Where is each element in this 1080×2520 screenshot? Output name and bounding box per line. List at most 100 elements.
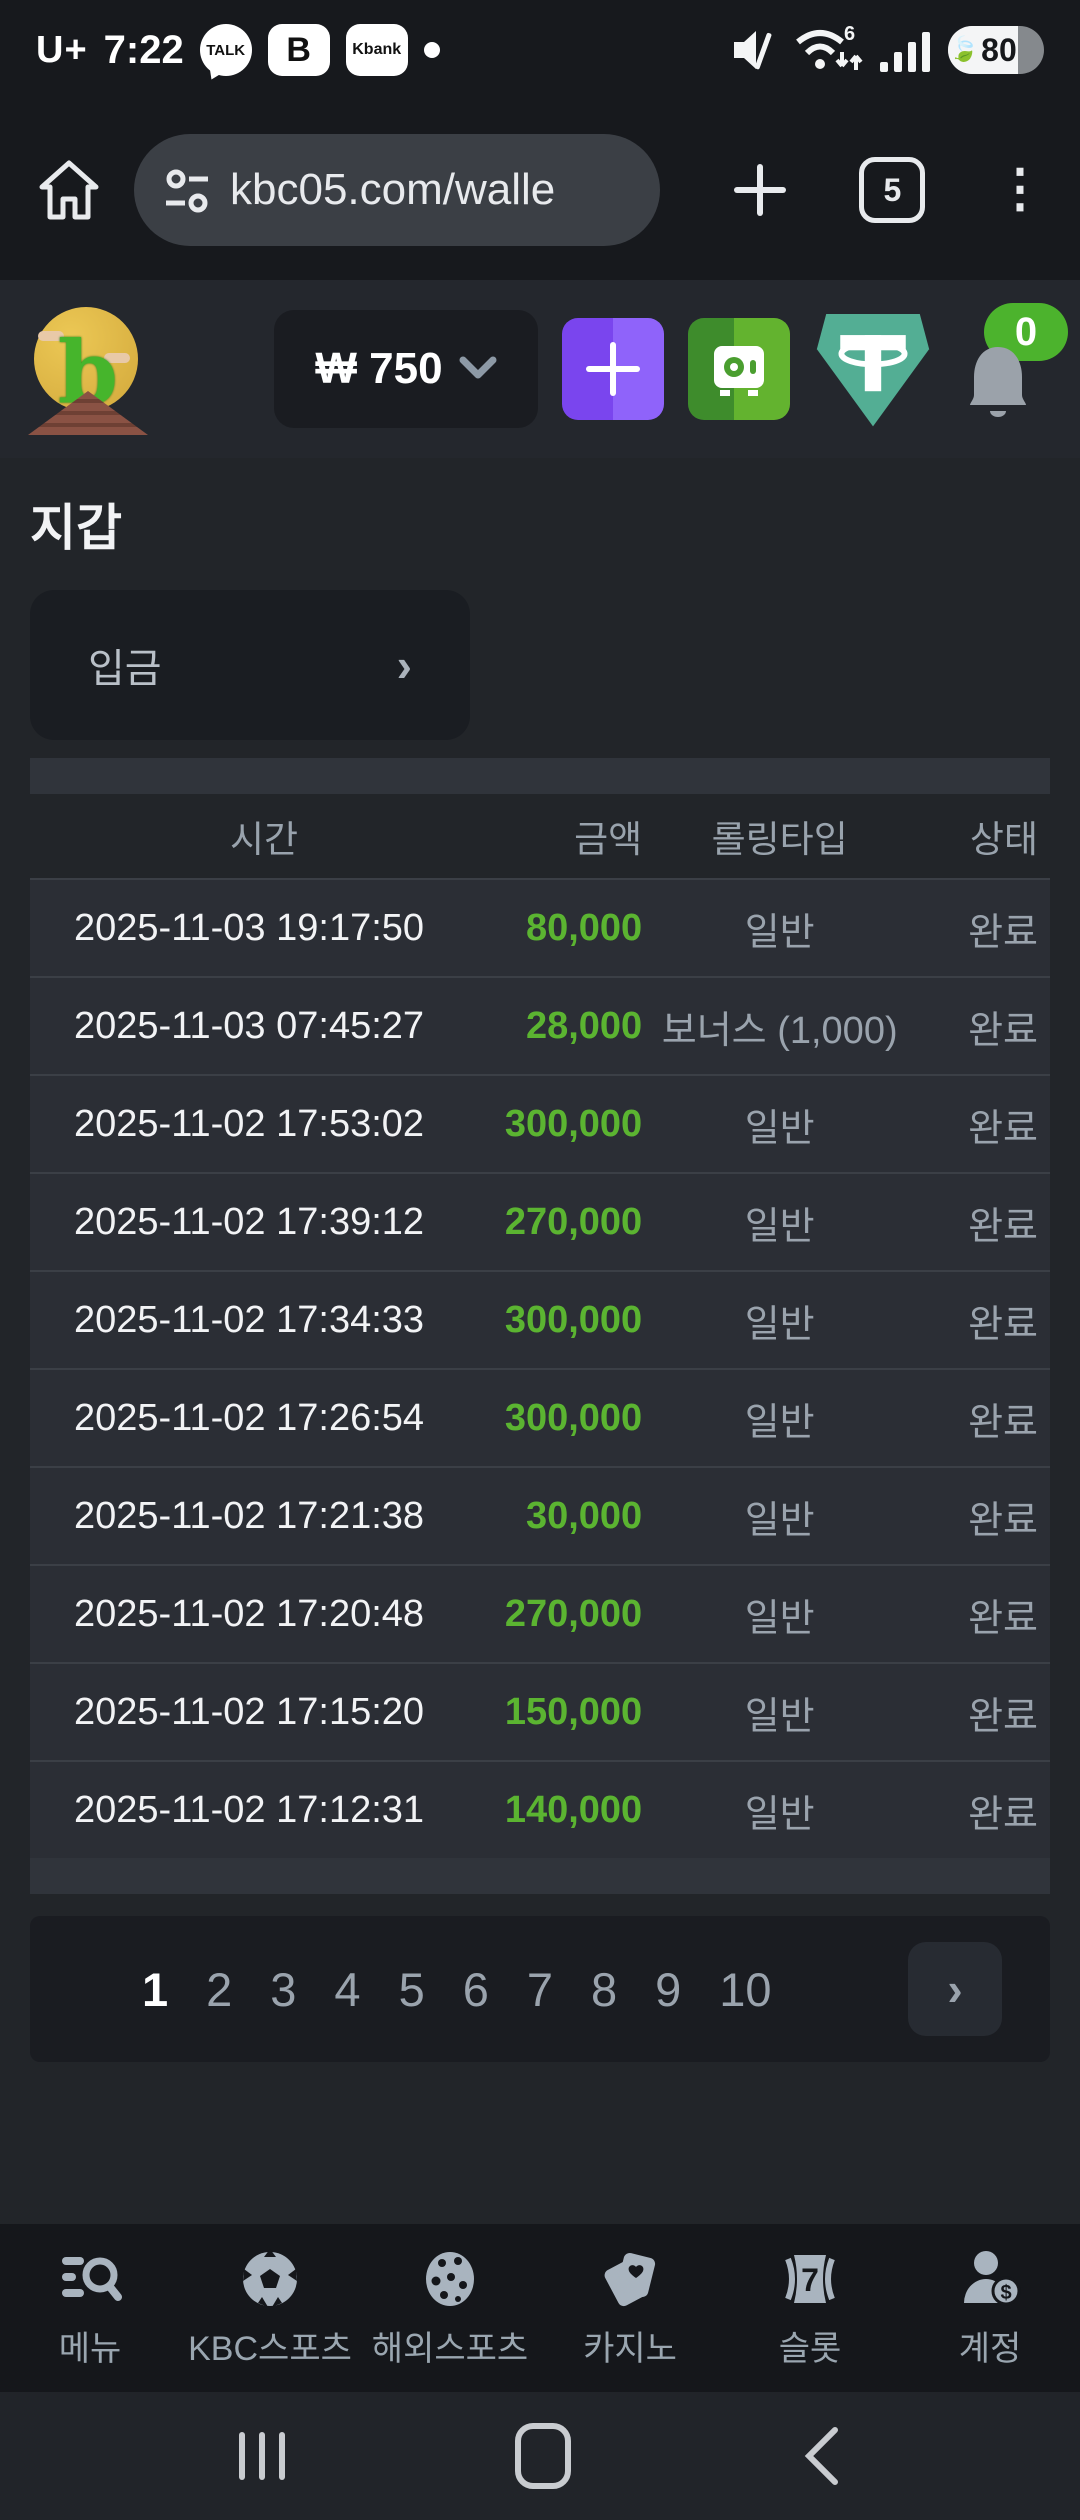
new-tab-button[interactable] (729, 159, 791, 221)
deposit-plus-button[interactable] (562, 318, 664, 420)
page-number-9[interactable]: 9 (655, 1962, 682, 2016)
cell-amount: 300,000 (504, 1298, 643, 1341)
page-number-3[interactable]: 3 (270, 1962, 297, 2016)
notification-dot-icon (423, 42, 440, 58)
page-number-4[interactable]: 4 (334, 1962, 361, 2016)
cell-status: 완료 (968, 1401, 1038, 1444)
page-number-6[interactable]: 6 (462, 1962, 489, 2016)
table-row[interactable]: 2025-11-03 07:45:27 28,000 보너스 (1,000) 완… (30, 976, 1050, 1074)
bell-icon (970, 347, 1026, 417)
cell-rolling: 일반 (744, 1695, 815, 1738)
browser-menu-button[interactable]: ⋮ (994, 160, 1047, 219)
cell-rolling: 일반 (744, 1401, 815, 1444)
svg-text:6: 6 (844, 23, 855, 45)
cell-status: 완료 (968, 1205, 1038, 1248)
nav-item-menu[interactable]: 메뉴 (0, 2247, 180, 2370)
cell-rolling: 일반 (744, 1205, 815, 1248)
table-row[interactable]: 2025-11-02 17:53:02 300,000 일반 완료 (30, 1074, 1050, 1172)
ball-icon (426, 2251, 474, 2306)
balance-amount: ₩ 750 (315, 344, 443, 393)
nav-label: 해외스포츠 (371, 2329, 529, 2368)
cell-amount: 300,000 (504, 1102, 643, 1145)
cell-status: 완료 (968, 1695, 1038, 1738)
table-row[interactable]: 2025-11-02 17:21:38 30,000 일반 완료 (30, 1466, 1050, 1564)
browser-toolbar: kbc05.com/walle 5 ⋮ (0, 100, 1080, 280)
nav-item-overseas-sports[interactable]: 해외스포츠 (360, 2247, 540, 2370)
app-header: b ₩ 750 0 (0, 280, 1080, 458)
android-home-button[interactable] (515, 2423, 571, 2489)
nav-item-slots[interactable]: 7 슬롯 (720, 2247, 900, 2370)
nav-label: 계정 (958, 2329, 1022, 2368)
url-text: kbc05.com/walle (230, 165, 556, 214)
notifications-button[interactable]: 0 (956, 303, 1068, 435)
deposit-label: 입금 (88, 647, 162, 691)
page-number-7[interactable]: 7 (526, 1962, 553, 2016)
page-number-2[interactable]: 2 (206, 1962, 233, 2016)
table-row[interactable]: 2025-11-02 17:39:12 270,000 일반 완료 (30, 1172, 1050, 1270)
page-number-1[interactable]: 1 (142, 1962, 169, 2016)
nav-item-casino[interactable]: 카지노 (540, 2247, 720, 2370)
status-bar: U+ 7:22 TALK B Kbank 6 🍃 80 (0, 0, 1080, 100)
site-settings-icon[interactable] (162, 165, 212, 215)
cell-amount: 30,000 (525, 1494, 643, 1537)
url-bar[interactable]: kbc05.com/walle (134, 134, 660, 246)
svg-text:$: $ (1000, 2282, 1011, 2304)
cell-amount: 300,000 (504, 1396, 643, 1439)
table-row[interactable]: 2025-11-03 19:17:50 80,000 일반 완료 (30, 878, 1050, 976)
nav-item-account[interactable]: $ 계정 (900, 2247, 1080, 2370)
top-block: U+ 7:22 TALK B Kbank 6 🍃 80 (0, 0, 1080, 280)
power-saving-leaf-icon: 🍃 (949, 36, 980, 63)
header-status: 상태 (969, 819, 1038, 860)
cell-amount: 80,000 (525, 906, 643, 949)
tether-button[interactable] (814, 307, 932, 431)
svg-text:7: 7 (801, 2262, 819, 2298)
bottom-navigation: 메뉴 KBC스포츠 해외스포츠 카지노 7 슬롯 $ 계정 (0, 2224, 1080, 2392)
cell-time: 2025-11-03 07:45:27 (74, 1004, 425, 1047)
cell-time: 2025-11-02 17:20:48 (74, 1592, 425, 1635)
recent-apps-button[interactable] (239, 2432, 285, 2480)
notification-count-badge: 0 (984, 303, 1068, 361)
table-body: 2025-11-03 19:17:50 80,000 일반 완료 2025-11… (30, 878, 1050, 1858)
table-row[interactable]: 2025-11-02 17:20:48 270,000 일반 완료 (30, 1564, 1050, 1662)
page-number-5[interactable]: 5 (398, 1962, 425, 2016)
cell-time: 2025-11-03 19:17:50 (74, 906, 425, 949)
nav-item-kbc-sports[interactable]: KBC스포츠 (180, 2247, 360, 2370)
table-row[interactable]: 2025-11-02 17:26:54 300,000 일반 완료 (30, 1368, 1050, 1466)
cards-icon (604, 2252, 656, 2306)
nav-label: 카지노 (583, 2329, 677, 2368)
page-number-8[interactable]: 8 (590, 1962, 618, 2016)
wallet-page: 지갑 입금 › 시간 금액 롤링타입 상태 2025-11-03 19:17:5… (0, 458, 1080, 2224)
page-number-10[interactable]: 10 (719, 1962, 772, 2016)
table-header-row: 시간 금액 롤링타입 상태 (30, 794, 1050, 878)
pagination: 1 2 3 4 5 6 7 8 9 10 › (30, 1916, 1050, 2062)
mute-icon (728, 24, 780, 76)
cell-status: 완료 (968, 1793, 1038, 1836)
table-row[interactable]: 2025-11-02 17:15:20 150,000 일반 완료 (30, 1662, 1050, 1760)
cell-status: 완료 (968, 1009, 1038, 1052)
tab-switcher-button[interactable]: 5 (859, 157, 926, 223)
wifi6-icon: 6 (794, 22, 864, 78)
deposit-button[interactable]: 입금 › (30, 590, 470, 740)
cell-time: 2025-11-02 17:12:31 (74, 1788, 425, 1831)
back-button[interactable] (801, 2426, 841, 2486)
transaction-table: 시간 금액 롤링타입 상태 2025-11-03 19:17:50 80,000… (30, 758, 1050, 1894)
logo-cloud (104, 353, 130, 363)
chevron-down-icon (459, 356, 497, 379)
account-dollar-icon: $ (964, 2250, 1021, 2305)
balance-dropdown[interactable]: ₩ 750 (274, 310, 538, 428)
next-page-button[interactable]: › (908, 1942, 1002, 2036)
kakaotalk-notification-icon: TALK (199, 24, 252, 76)
cell-status: 완료 (968, 1597, 1038, 1640)
vault-button[interactable] (688, 318, 790, 420)
cell-status: 완료 (968, 1499, 1038, 1542)
table-row[interactable]: 2025-11-02 17:34:33 300,000 일반 완료 (30, 1270, 1050, 1368)
header-time: 시간 (229, 819, 299, 860)
home-button[interactable] (34, 155, 104, 225)
table-row[interactable]: 2025-11-02 17:12:31 140,000 일반 완료 (30, 1760, 1050, 1858)
cell-status: 완료 (968, 1303, 1038, 1346)
site-logo[interactable]: b (28, 303, 148, 435)
cell-amount: 150,000 (504, 1690, 643, 1733)
cell-rolling: 일반 (744, 1107, 815, 1150)
clock: 7:22 (103, 27, 184, 72)
